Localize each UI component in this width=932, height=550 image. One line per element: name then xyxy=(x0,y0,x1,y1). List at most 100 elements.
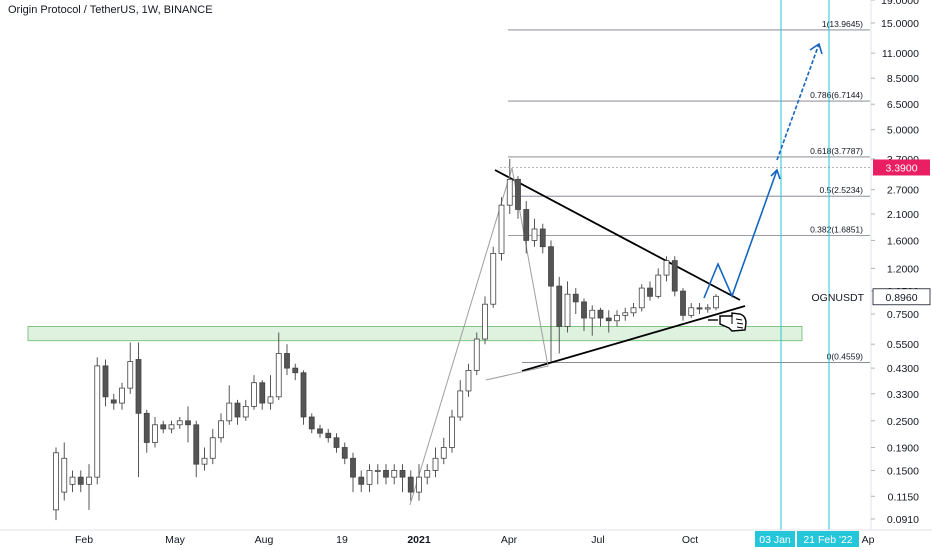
time-axis: Feb May Aug 19 2021 Apr Jul Oct 03 Jan 21 Feb '22… xyxy=(0,529,932,550)
current-price-value: 0.8960 xyxy=(885,292,917,304)
candle xyxy=(622,307,629,321)
candle xyxy=(143,409,150,453)
price-tick-label: 0.1500 xyxy=(887,465,919,477)
time-tick-label: Oct xyxy=(682,534,698,546)
candle-body xyxy=(399,470,406,478)
symbol-label: OGNUSDT xyxy=(812,292,865,304)
candle xyxy=(259,380,266,410)
candle-body xyxy=(267,396,274,404)
candle xyxy=(308,413,315,434)
candle xyxy=(457,380,464,421)
candle-body xyxy=(539,228,546,248)
candle-body xyxy=(498,204,505,254)
price-tick-label: 0.3300 xyxy=(887,389,919,401)
candle xyxy=(407,470,414,501)
candle-body xyxy=(275,353,282,398)
candle-body xyxy=(556,285,563,327)
candle xyxy=(482,296,488,345)
candle xyxy=(605,310,612,333)
current-price-badge xyxy=(872,288,931,306)
time-marker-label: 03 Jan xyxy=(759,534,791,546)
fib-level-label: 1(13.9645) xyxy=(822,19,863,29)
time-tick-label: Ap xyxy=(862,534,875,546)
target-price-value: 3.3900 xyxy=(885,162,917,174)
fib-level-label: 0(0.4559) xyxy=(827,351,864,361)
candle xyxy=(638,284,645,312)
pattern-line xyxy=(409,167,513,506)
candle-body xyxy=(61,457,68,493)
projection-path-1 xyxy=(703,169,778,299)
price-tick-label: 0.4300 xyxy=(887,363,919,375)
candle xyxy=(341,442,348,465)
candle-body xyxy=(589,309,596,319)
chart-title: Origin Protocol / TetherUS, 1W, BINANCE xyxy=(8,4,213,16)
candle xyxy=(366,464,373,493)
candle xyxy=(292,363,299,381)
candle-body xyxy=(407,476,414,493)
hand-outline xyxy=(719,312,747,332)
price-tick-label: 0.1150 xyxy=(888,491,919,503)
price-tick-label: 0.1900 xyxy=(887,442,919,454)
candle xyxy=(160,420,167,434)
candle-body xyxy=(432,457,439,471)
candle xyxy=(86,464,92,510)
candle-body xyxy=(176,420,183,426)
candle-body xyxy=(680,290,686,316)
price-tick-label: 8.5000 xyxy=(887,73,919,85)
candle-body xyxy=(473,338,480,371)
time-axis-bg xyxy=(0,530,932,550)
candle-body xyxy=(482,303,488,340)
candle-body xyxy=(614,314,620,322)
candle-body xyxy=(135,359,142,414)
candle-body xyxy=(564,293,571,327)
candle-body xyxy=(449,416,455,448)
candle-body xyxy=(490,253,497,305)
support-zone-layer xyxy=(27,326,803,342)
candle-body xyxy=(242,405,249,418)
time-marker-badge xyxy=(797,531,859,547)
candle xyxy=(275,332,282,400)
candle-body xyxy=(77,476,84,485)
candle-body xyxy=(308,416,315,430)
candle xyxy=(399,464,406,493)
target-price-badge xyxy=(873,159,930,176)
support-trendline xyxy=(521,305,746,372)
candle xyxy=(242,399,249,421)
pointing-hand-icon xyxy=(708,312,747,332)
time-tick-label: Feb xyxy=(75,534,93,546)
candles-layer xyxy=(53,158,719,521)
candle xyxy=(531,218,538,247)
candle-body xyxy=(317,428,323,434)
candle-body xyxy=(581,301,587,319)
candle-body xyxy=(341,447,348,459)
candle-body xyxy=(185,420,191,426)
candle xyxy=(490,246,497,308)
candle xyxy=(374,464,381,485)
price-tick-label: 1.6000 xyxy=(887,235,919,247)
candle xyxy=(630,303,637,317)
candle-body xyxy=(251,382,257,407)
candle-body xyxy=(572,293,579,303)
candle xyxy=(152,416,158,448)
time-tick-label: 19 xyxy=(336,534,348,546)
candle-body xyxy=(647,287,653,297)
candle-body xyxy=(424,470,431,478)
candle xyxy=(688,303,695,319)
candle-body xyxy=(523,209,530,241)
candle xyxy=(432,447,439,478)
candle xyxy=(704,304,711,313)
time-tick-label: Apr xyxy=(501,534,518,546)
candle xyxy=(539,223,546,254)
candle xyxy=(77,470,84,493)
time-tick-label: 2021 xyxy=(407,534,431,546)
projection-arrowhead-2 xyxy=(809,42,823,55)
price-tick-label: 0.5500 xyxy=(887,339,919,351)
price-tick-label: 6.5000 xyxy=(887,99,919,111)
candle xyxy=(498,197,505,261)
candle-body xyxy=(350,457,356,478)
candle-body xyxy=(671,260,678,292)
candle-body xyxy=(622,312,629,316)
candle-body xyxy=(688,307,695,316)
